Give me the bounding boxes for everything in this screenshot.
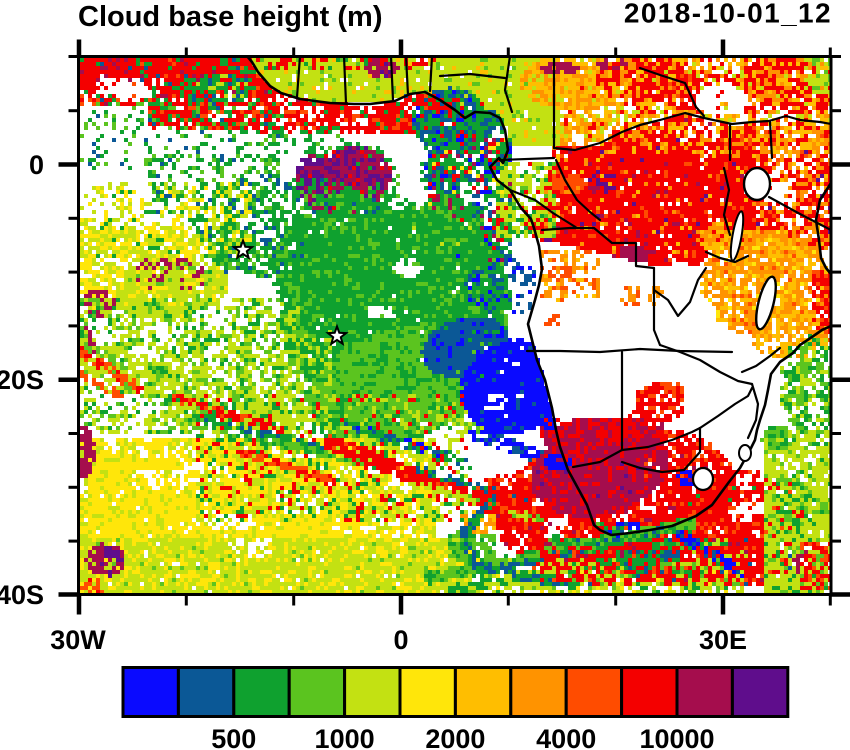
- svg-text:2018-10-01_12: 2018-10-01_12: [624, 0, 832, 29]
- svg-text:30E: 30E: [699, 625, 747, 655]
- svg-text:10000: 10000: [639, 724, 714, 750]
- svg-text:30W: 30W: [50, 625, 106, 655]
- svg-text:1000: 1000: [315, 724, 375, 750]
- svg-text:40S: 40S: [0, 580, 44, 610]
- svg-text:0: 0: [29, 150, 44, 180]
- svg-text:500: 500: [211, 724, 256, 750]
- svg-text:4000: 4000: [536, 724, 596, 750]
- svg-text:Cloud base height (m): Cloud base height (m): [78, 1, 383, 33]
- svg-text:0: 0: [393, 625, 408, 655]
- svg-text:20S: 20S: [0, 365, 44, 395]
- svg-text:2000: 2000: [425, 724, 485, 750]
